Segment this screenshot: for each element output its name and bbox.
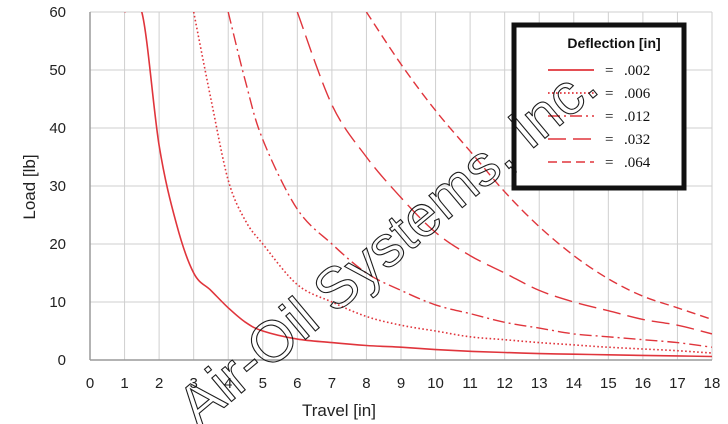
- legend-equals: =: [605, 155, 613, 171]
- legend-equals: =: [605, 86, 613, 102]
- series-line-064: [365, 12, 712, 321]
- y-tick-label: 50: [49, 62, 66, 79]
- y-axis-title: Load [lb]: [20, 154, 39, 219]
- x-tick-label: 18: [704, 375, 721, 392]
- x-tick-label: 9: [397, 375, 405, 392]
- x-tick-label: 16: [635, 375, 652, 392]
- x-tick-label: 13: [531, 375, 548, 392]
- x-tick-label: 5: [259, 375, 267, 392]
- y-tick-label: 10: [49, 294, 66, 311]
- legend-equals: =: [605, 109, 613, 125]
- legend-equals: =: [605, 63, 613, 79]
- x-tick-label: 3: [189, 375, 197, 392]
- x-tick-label: 6: [293, 375, 301, 392]
- y-tick-label: 40: [49, 120, 66, 137]
- legend-label: .012: [624, 109, 650, 125]
- legend-equals: =: [605, 132, 613, 148]
- x-tick-label: 1: [120, 375, 128, 392]
- x-tick-label: 10: [427, 375, 444, 392]
- legend-label: .032: [624, 132, 650, 148]
- x-tick-label: 14: [565, 375, 582, 392]
- x-tick-label: 7: [328, 375, 336, 392]
- legend: Deflection [in] = .002 = .006 = .012 = .032 = .06…: [511, 22, 687, 191]
- legend-label: .002: [624, 63, 650, 79]
- x-tick-label: 15: [600, 375, 617, 392]
- series-line-032: [296, 12, 712, 335]
- legend-items: = .002 = .006 = .012 = .032 = .064: [548, 63, 651, 171]
- legend-label: .064: [624, 155, 651, 171]
- legend-title: Deflection [in]: [567, 35, 660, 51]
- x-tick-label: 2: [155, 375, 163, 392]
- x-tick-label: 11: [462, 375, 478, 392]
- plot-frame: [89, 12, 712, 361]
- series-line-002: [124, 12, 712, 358]
- legend-box: [511, 22, 687, 191]
- series-line-012: [227, 12, 712, 348]
- series-group: [124, 12, 712, 358]
- x-tick-label: 0: [86, 375, 94, 392]
- y-tick-label: 30: [49, 178, 66, 195]
- x-tick-labels: 0 1 2 3 4 5 6 7 8 9 10 11 12 13 14 15 16 17 18: [86, 375, 721, 392]
- y-tick-labels: 0 10 20 30 40 50 60: [49, 4, 66, 369]
- watermark: Air-Oil Systems, Inc.: [165, 51, 609, 424]
- series-line-006: [192, 12, 712, 354]
- x-axis-title: Travel [in]: [302, 401, 376, 420]
- y-tick-label: 20: [49, 236, 66, 253]
- y-tick-label: 0: [58, 352, 66, 369]
- y-tick-label: 60: [49, 4, 66, 21]
- x-tick-label: 12: [496, 375, 513, 392]
- x-tick-label: 8: [362, 375, 370, 392]
- legend-label: .006: [624, 86, 651, 102]
- x-tick-label: 4: [224, 375, 232, 392]
- x-tick-label: 17: [669, 375, 686, 392]
